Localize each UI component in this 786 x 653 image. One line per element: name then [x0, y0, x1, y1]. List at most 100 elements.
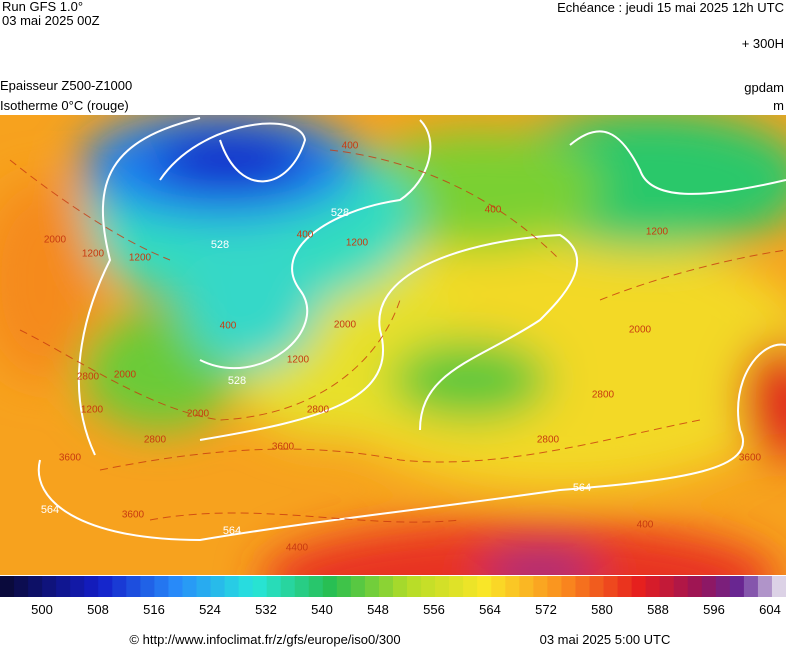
colorbar-label: 580 — [591, 602, 613, 617]
run-date: 03 mai 2025 00Z — [2, 13, 100, 28]
iso0-label: 3600 — [739, 453, 762, 464]
color-swatch — [196, 576, 212, 597]
color-swatch — [42, 576, 57, 597]
colorbar-label: 604 — [759, 602, 781, 617]
iso0-label: 400 — [220, 321, 237, 332]
iso0-label: 3600 — [59, 453, 82, 464]
color-swatch — [364, 576, 380, 597]
color-swatch — [210, 576, 226, 597]
title-isotherm: Isotherme 0°C (rouge) — [0, 98, 129, 113]
iso0-label: 2800 — [307, 405, 330, 416]
color-swatch — [112, 576, 127, 597]
colorbar-label: 588 — [647, 602, 669, 617]
color-swatch — [729, 576, 745, 597]
map: 528 528 528 564 564 564 400 400 400 400 400 1200 120… — [0, 115, 786, 575]
thickness-label: 564 — [573, 482, 591, 494]
credit: © http://www.infoclimat.fr/z/gfs/europe/… — [129, 632, 400, 647]
color-swatch — [491, 576, 506, 597]
color-swatch — [771, 576, 786, 597]
color-swatch — [154, 576, 169, 597]
iso0-label: 2000 — [44, 235, 67, 246]
colorbar-label: 548 — [367, 602, 389, 617]
colorbar-label: 556 — [423, 602, 445, 617]
color-swatch — [407, 576, 422, 597]
iso0-contours — [9, 149, 786, 523]
color-swatch — [224, 576, 240, 597]
color-swatch — [603, 576, 619, 597]
color-swatch — [393, 576, 408, 597]
iso0-label: 2800 — [537, 435, 560, 446]
iso0-label: 1200 — [646, 227, 669, 238]
run-label: Run GFS 1.0° — [2, 0, 83, 14]
iso0-label: 1200 — [287, 355, 310, 366]
iso0-label: 1200 — [82, 249, 105, 260]
color-swatch — [757, 576, 773, 597]
colorbar-label: 572 — [535, 602, 557, 617]
title-thickness: Epaisseur Z500-Z1000 — [0, 78, 132, 93]
color-swatch — [70, 576, 85, 597]
iso0-label: 1200 — [346, 238, 369, 249]
colorbar-label: 500 — [31, 602, 53, 617]
color-swatch — [350, 576, 366, 597]
thickness-label: 528 — [228, 375, 246, 387]
lead-time: + 300H — [742, 36, 784, 51]
color-swatch — [519, 576, 534, 597]
thickness-label: 564 — [223, 525, 241, 537]
color-swatch — [449, 576, 464, 597]
unit-thickness: gpdam — [744, 80, 784, 95]
iso0-label: 2000 — [334, 320, 357, 331]
color-swatch — [575, 576, 590, 597]
iso0-label: 1200 — [129, 253, 152, 264]
color-swatch — [308, 576, 324, 597]
color-swatch — [28, 576, 43, 597]
colorbar-label: 540 — [311, 602, 333, 617]
color-swatch — [463, 576, 478, 597]
color-swatch — [687, 576, 703, 597]
color-swatch — [56, 576, 71, 597]
iso0-label: 2800 — [77, 372, 100, 383]
color-swatch — [477, 576, 492, 597]
iso0-label: 400 — [485, 205, 502, 216]
color-swatch — [98, 576, 113, 597]
color-swatch — [561, 576, 576, 597]
colorbar-label: 596 — [703, 602, 725, 617]
colorbar-label: 516 — [143, 602, 165, 617]
thickness-label: 528 — [331, 207, 349, 219]
color-swatch — [378, 576, 394, 597]
iso0-label: 3600 — [122, 510, 145, 521]
iso0-label: 400 — [637, 520, 654, 531]
iso0-label: 3600 — [272, 442, 295, 453]
iso0-label: 2000 — [114, 370, 137, 381]
iso0-label: 400 — [342, 141, 359, 152]
color-swatch — [435, 576, 450, 597]
iso0-label: 400 — [297, 230, 314, 241]
color-swatch — [182, 576, 197, 597]
color-swatch — [631, 576, 647, 597]
color-swatch — [266, 576, 282, 597]
thickness-contours — [37, 117, 786, 542]
color-swatch — [168, 576, 183, 597]
color-swatch — [617, 576, 633, 597]
issue-date: 03 mai 2025 5:00 UTC — [540, 632, 671, 647]
color-swatch — [659, 576, 675, 597]
thickness-label: 528 — [211, 239, 229, 251]
color-swatch — [84, 576, 99, 597]
iso0-label: 2000 — [187, 409, 210, 420]
color-swatch — [673, 576, 689, 597]
colorbar-label: 532 — [255, 602, 277, 617]
valid-time: Echéance : jeudi 15 mai 2025 12h UTC — [557, 0, 784, 15]
color-swatch — [715, 576, 731, 597]
color-swatch — [140, 576, 155, 597]
color-swatch — [280, 576, 296, 597]
color-swatch — [701, 576, 717, 597]
iso0-label: 2800 — [144, 435, 167, 446]
color-swatch — [505, 576, 520, 597]
iso0-label: 2000 — [629, 325, 652, 336]
color-swatch — [547, 576, 562, 597]
color-swatch — [743, 576, 759, 597]
color-swatch — [294, 576, 310, 597]
color-swatch — [645, 576, 661, 597]
color-swatch — [0, 576, 15, 597]
iso0-label: 4400 — [286, 543, 309, 554]
